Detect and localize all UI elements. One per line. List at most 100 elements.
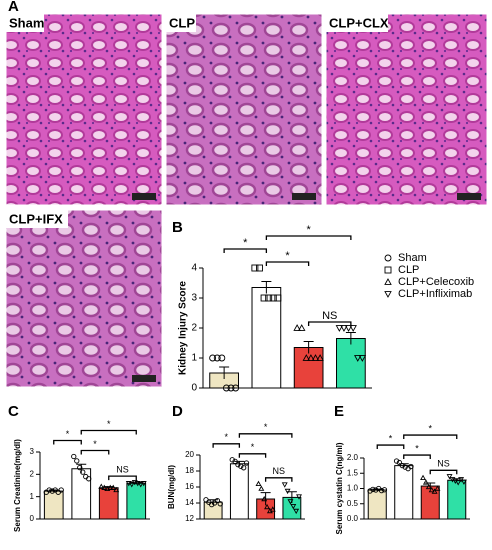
significance-bracket (238, 433, 293, 438)
y-tick-label: 2 (30, 469, 35, 478)
data-point (58, 487, 64, 493)
significance-label: NS (116, 465, 129, 475)
data-point (396, 459, 403, 466)
bar-chart: C Serum Creatinine(mg/dl) 0 1 2 3 * NS * * (8, 403, 150, 532)
bar (394, 465, 414, 520)
data-point (460, 479, 467, 485)
significance-label: * (107, 419, 111, 429)
significance-bracket (264, 477, 293, 482)
y-tick-label: 18 (185, 466, 194, 475)
significance-bracket (108, 475, 137, 481)
data-point (293, 508, 300, 515)
significance-label: * (251, 442, 255, 452)
histology-image (5, 13, 163, 206)
data-point (302, 354, 311, 361)
data-point (229, 457, 235, 463)
data-point (213, 354, 221, 362)
significance-label: * (224, 432, 228, 442)
significance-bracket (223, 248, 268, 253)
image-label: CLP+CLX (329, 15, 389, 30)
bar (447, 479, 467, 520)
data-point (393, 458, 400, 464)
data-point (349, 325, 357, 332)
significance-label: NS (322, 310, 337, 322)
y-tick-label: 1.5 (347, 468, 359, 477)
data-point (71, 453, 77, 460)
panel-label: D (172, 403, 183, 420)
y-tick-label: 0.5 (347, 499, 359, 508)
data-point (290, 503, 297, 510)
y-tick-label: 4 (191, 263, 197, 274)
significance-bracket (212, 443, 241, 448)
significance-bracket (80, 429, 137, 435)
y-tick-label: 16 (185, 482, 194, 491)
data-point (243, 460, 250, 466)
data-point (284, 488, 291, 495)
significance-bracket (238, 453, 267, 458)
significance-label: NS (437, 459, 450, 469)
y-tick-label: 3 (191, 293, 197, 304)
significance-bracket (403, 454, 431, 460)
significance-label: * (415, 443, 419, 453)
significance-label: * (389, 433, 393, 443)
data-point (218, 354, 226, 362)
y-tick-label: 1.0 (347, 484, 359, 493)
histology-image (325, 13, 488, 206)
significance-bracket (265, 261, 310, 266)
bar (126, 482, 147, 520)
significance-label: * (243, 237, 248, 249)
significance-bracket (80, 449, 110, 455)
data-point (74, 458, 80, 464)
data-point (209, 354, 217, 362)
y-tick-label: 0 (30, 514, 35, 523)
data-point (251, 264, 259, 272)
data-point (399, 462, 405, 469)
bar-chart: D BUN(mg/dl) 12 14 16 18 20 * NS * * (167, 403, 305, 523)
data-point (269, 294, 277, 302)
data-point (113, 486, 120, 493)
panel-label: E (334, 403, 344, 420)
significance-label: * (66, 429, 70, 439)
data-point (260, 294, 268, 302)
bar (229, 463, 249, 520)
error-bar (219, 366, 230, 379)
y-axis-label: Serum Creatinine(mg/dl) (13, 439, 22, 532)
data-point (297, 324, 306, 331)
data-point (261, 495, 268, 502)
data-point (269, 506, 276, 512)
scale-bar (457, 193, 481, 200)
significance-label: * (306, 224, 311, 236)
bar (251, 287, 282, 389)
data-point (358, 355, 367, 362)
bar (98, 487, 119, 520)
significance-label: * (264, 422, 268, 432)
data-point (110, 484, 117, 490)
y-tick-label: 0 (191, 383, 197, 394)
significance-bracket (376, 444, 405, 450)
data-point (128, 482, 135, 488)
data-point (344, 325, 353, 332)
data-point (232, 384, 240, 392)
data-point (378, 487, 385, 494)
data-point (422, 479, 429, 485)
legend-marker (384, 266, 392, 274)
data-point (434, 485, 441, 491)
image-label-bg (166, 14, 196, 32)
significance-label: * (428, 423, 432, 433)
data-point (241, 465, 247, 471)
image-label-bg (326, 14, 388, 32)
significance-label: NS (272, 466, 285, 476)
data-point (80, 469, 86, 475)
legend-label: Sham (398, 252, 427, 264)
data-point (367, 488, 373, 494)
data-point (235, 461, 241, 468)
y-tick-label: 1 (191, 353, 197, 364)
data-point (264, 503, 271, 510)
scale-bar (292, 193, 316, 200)
error-bar (303, 341, 314, 354)
data-point (101, 484, 108, 490)
data-point (107, 484, 114, 490)
